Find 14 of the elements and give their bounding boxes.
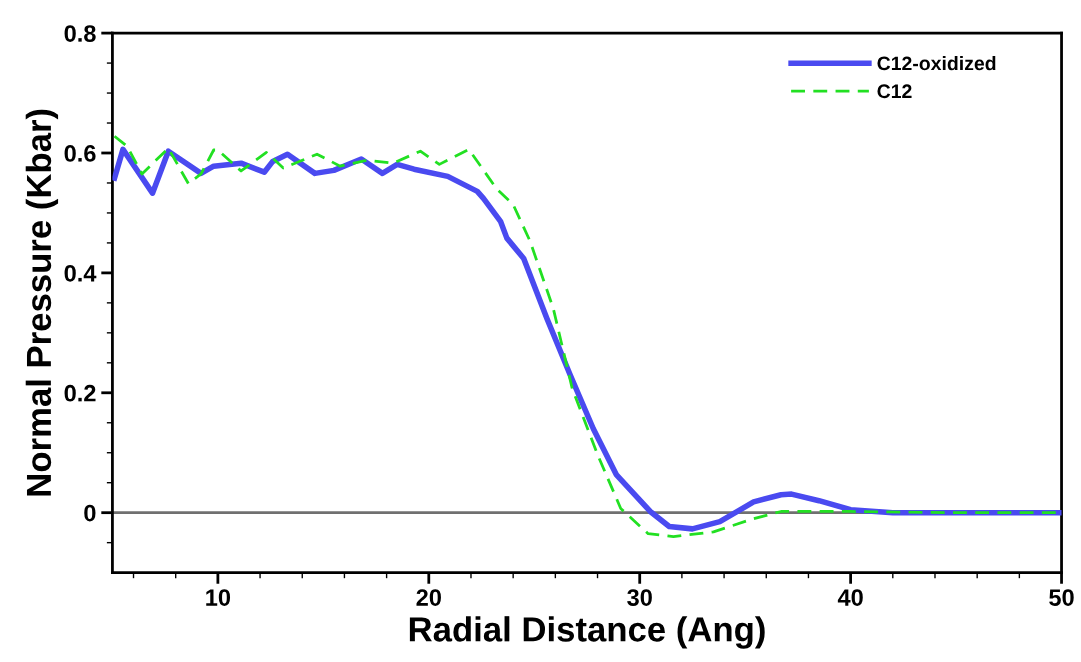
x-tick-label: 30 — [627, 589, 652, 606]
x-tick-label: 20 — [416, 589, 441, 606]
y-tick-label: 0.2 — [64, 384, 96, 402]
x-tick-label: 40 — [837, 589, 863, 606]
y-tick-label: 0.6 — [64, 145, 96, 162]
x-axis-title: Radial Distance (Ang) — [409, 616, 765, 649]
y-tick-label: 0.4 — [64, 264, 97, 282]
legend-label: C12-oxidized — [877, 56, 996, 71]
y-axis-title: Normal Pressure (Kbar) — [25, 109, 59, 496]
x-tick-label: 10 — [206, 589, 231, 606]
y-tick-label: 0 — [84, 504, 96, 522]
x-tick-label: 50 — [1049, 589, 1074, 606]
y-tick-label: 0.8 — [64, 25, 96, 42]
legend-label: C12 — [877, 84, 912, 99]
